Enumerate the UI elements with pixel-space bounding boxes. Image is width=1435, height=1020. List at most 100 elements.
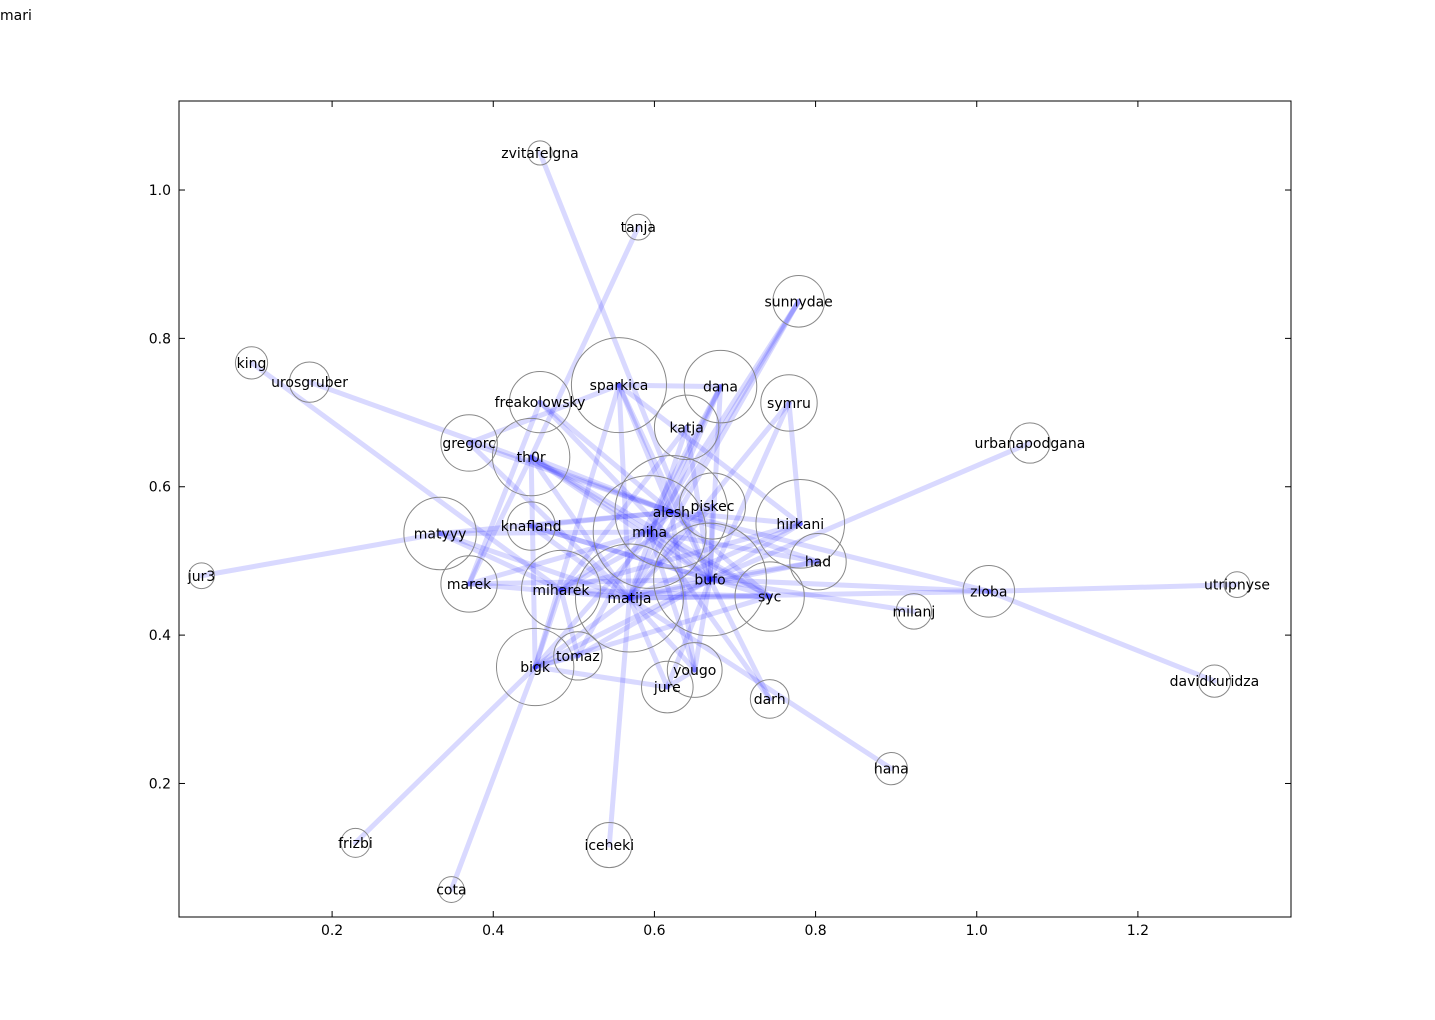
links-layer bbox=[199, 150, 1240, 893]
link-katja-miharek bbox=[558, 424, 690, 593]
node-darh bbox=[749, 679, 790, 719]
link-sunnydae-miha bbox=[647, 298, 802, 535]
node-label-jur3: jur3 bbox=[187, 569, 215, 585]
corner-label: mari bbox=[0, 8, 32, 24]
axis-ticks: 0.2 0.4 0.6 0.8 1.0 1.2 0.2 0.4 0.6 0.8 1.0 bbox=[149, 101, 1291, 939]
link-jure-yougo bbox=[664, 667, 698, 690]
link-th0r-alesh bbox=[528, 454, 674, 515]
link-hirkani-matija bbox=[626, 521, 803, 601]
node-syc bbox=[734, 561, 805, 632]
link-sparkica-matija bbox=[616, 382, 632, 601]
link-king-miharek bbox=[249, 360, 564, 593]
node-label-king: king bbox=[237, 356, 267, 372]
link-piskec-bufo bbox=[707, 503, 715, 582]
link-alesh-hirkani bbox=[668, 509, 803, 527]
x-tick-label: 1.2 bbox=[1127, 923, 1149, 939]
link-alesh-bigk bbox=[532, 509, 674, 670]
link-bigk-jure bbox=[532, 664, 670, 690]
node-dana bbox=[683, 349, 758, 424]
node-label-bigk: bigk bbox=[520, 660, 551, 676]
node-label-milanj: milanj bbox=[893, 604, 936, 620]
link-tanja-th0r bbox=[528, 224, 641, 460]
x-tick-label: 0.4 bbox=[482, 923, 504, 939]
node-gregorc bbox=[440, 414, 498, 472]
plot-frame bbox=[178, 100, 1292, 918]
link-matija-iceheki bbox=[606, 595, 632, 848]
y-tick-label: 0.4 bbox=[149, 628, 171, 644]
link-miharek-tomaz bbox=[558, 587, 581, 659]
link-matija-hana bbox=[626, 595, 894, 772]
link-bigk-cota bbox=[448, 664, 538, 893]
node-jur3 bbox=[188, 562, 215, 590]
link-knafland-syc bbox=[528, 523, 773, 600]
node-label-miha: miha bbox=[632, 525, 667, 541]
node-hana bbox=[874, 752, 908, 786]
node-alesh bbox=[614, 455, 729, 569]
link-zloba-davidkuridza bbox=[986, 588, 1217, 684]
link-dana-tomaz bbox=[575, 384, 723, 659]
x-tick-label: 0.6 bbox=[643, 923, 665, 939]
node-label-had: had bbox=[805, 555, 831, 571]
node-urbanapodgana bbox=[1009, 422, 1051, 464]
link-symru-hirkani bbox=[786, 400, 803, 527]
node-label-sunnydae: sunnydae bbox=[765, 294, 833, 310]
link-miha-syc bbox=[647, 529, 773, 600]
node-sunnydae bbox=[772, 275, 825, 328]
node-label-piskec: piskec bbox=[690, 499, 734, 515]
link-matija-yougo bbox=[626, 595, 698, 673]
node-label-knafland: knafland bbox=[501, 519, 562, 535]
y-tick-label: 0.2 bbox=[149, 776, 171, 792]
x-tick-label: 1.0 bbox=[966, 923, 988, 939]
link-syc-bigk bbox=[532, 594, 773, 670]
link-miharek-bigk bbox=[532, 587, 564, 670]
link-knafland-matija bbox=[528, 523, 632, 601]
link-sparkica-bufo bbox=[616, 382, 713, 582]
link-alesh-matyyy bbox=[437, 509, 674, 536]
link-sunnydae-alesh bbox=[668, 298, 802, 515]
node-katja bbox=[653, 394, 720, 461]
link-bufo-yougo bbox=[692, 576, 713, 673]
node-th0r bbox=[491, 417, 571, 497]
link-zloba-utripnyse bbox=[986, 582, 1240, 594]
link-gregorc-alesh bbox=[466, 440, 674, 515]
node-miharek bbox=[520, 549, 601, 630]
link-marek-matija bbox=[466, 581, 632, 601]
link-miha-marek bbox=[466, 529, 653, 587]
link-alesh-had bbox=[668, 509, 821, 565]
node-label-matija: matija bbox=[607, 591, 651, 607]
link-th0r-miha bbox=[528, 454, 653, 535]
link-miha-bufo bbox=[647, 529, 713, 582]
x-tick-label: 0.2 bbox=[321, 923, 343, 939]
link-alesh-knafland bbox=[528, 509, 674, 529]
link-had-bufo bbox=[707, 559, 821, 582]
link-hirkani-bufo bbox=[707, 521, 803, 582]
node-hirkani bbox=[755, 479, 846, 569]
node-label-urosgruber: urosgruber bbox=[271, 375, 348, 391]
link-sparkica-gregorc bbox=[466, 382, 622, 446]
node-label-zvitafelgna: zvitafelgna bbox=[501, 146, 578, 162]
node-label-darh: darh bbox=[754, 692, 786, 708]
node-label-frizbi: frizbi bbox=[338, 836, 373, 852]
node-zvitafelgna bbox=[527, 140, 553, 166]
node-davidkuridza bbox=[1197, 664, 1232, 698]
link-miha-darh bbox=[647, 529, 773, 702]
node-label-katja: katja bbox=[669, 420, 703, 436]
y-tick-label: 0.8 bbox=[149, 331, 171, 347]
node-label-marek: marek bbox=[447, 577, 492, 593]
node-label-alesh: alesh bbox=[653, 505, 690, 521]
link-piskec-matija bbox=[626, 503, 715, 601]
link-bufo-zloba bbox=[707, 576, 992, 594]
node-label-hirkani: hirkani bbox=[776, 517, 824, 533]
link-knafland-bufo bbox=[528, 523, 713, 582]
node-had bbox=[789, 532, 847, 591]
node-label-th0r: th0r bbox=[517, 450, 546, 466]
link-matyyy-jur3 bbox=[199, 530, 443, 579]
link-symru-bufo bbox=[707, 400, 792, 582]
node-zloba bbox=[962, 565, 1016, 618]
node-utripnyse bbox=[1223, 571, 1251, 599]
node-tanja bbox=[624, 213, 652, 241]
nodes-layer bbox=[188, 140, 1251, 903]
node-label-gregorc: gregorc bbox=[442, 436, 496, 452]
